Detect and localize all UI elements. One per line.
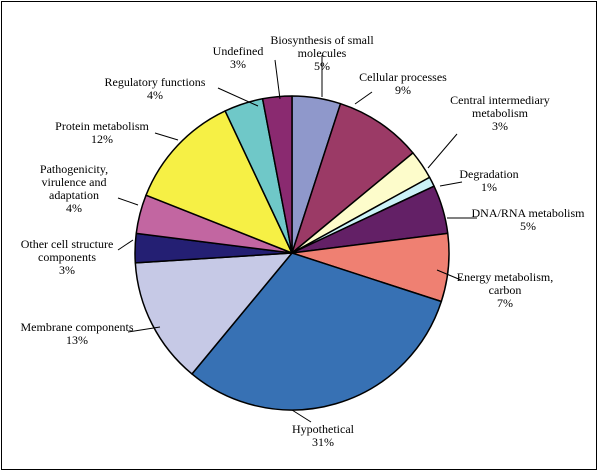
slice-percent: 1% bbox=[481, 180, 497, 194]
slice-label-line: carbon bbox=[489, 283, 522, 297]
slice-label-energy-metabolism-carbon: Energy metabolism, carbon 7% bbox=[457, 270, 553, 310]
pie-slice-undefined bbox=[261, 95, 293, 254]
slice-label-degradation: Degradation 1% bbox=[459, 167, 518, 194]
pie-slice-protein-metabolism bbox=[145, 110, 293, 254]
slice-label-line: Cellular processes bbox=[359, 70, 447, 84]
leader-line-hypothetical bbox=[291, 409, 312, 423]
slice-label-line: Energy metabolism, bbox=[457, 270, 553, 284]
slice-label-line: Degradation bbox=[459, 167, 518, 181]
slice-label-line: components bbox=[38, 250, 96, 264]
leader-line-other-cell-structure-components bbox=[117, 239, 134, 251]
slice-label-dna-rna-metabolism: DNA/RNA metabolism 5% bbox=[472, 206, 586, 233]
slice-label-pathogenicity-virulence-and-adaptation: Pathogenicity, virulence and adaptation 4% bbox=[40, 162, 108, 215]
slice-labels: Biosynthesis of small molecules 5%Cellular… bbox=[21, 33, 586, 449]
slice-label-undefined: Undefined 3% bbox=[213, 44, 264, 71]
slice-label-cellular-processes: Cellular processes 9% bbox=[359, 70, 447, 97]
slice-label-line: molecules bbox=[298, 46, 347, 60]
slice-percent: 3% bbox=[230, 57, 246, 71]
slice-percent: 12% bbox=[91, 132, 113, 146]
leader-line-pathogenicity-virulence-and-adaptation bbox=[117, 197, 139, 206]
leader-line-regulatory-functions bbox=[217, 87, 259, 107]
pie-slice-cellular-processes bbox=[291, 102, 414, 254]
slice-label-line: Membrane components bbox=[21, 320, 134, 334]
slice-label-line: Other cell structure bbox=[21, 237, 114, 251]
slice-label-line: Central intermediary bbox=[450, 93, 550, 107]
slice-label-other-cell-structure-components: Other cell structure components 3% bbox=[21, 237, 114, 277]
slice-label-line: Biosynthesis of small bbox=[270, 33, 374, 47]
slice-percent: 3% bbox=[492, 119, 508, 133]
leader-line-undefined bbox=[274, 59, 281, 100]
slice-label-line: Pathogenicity, bbox=[40, 162, 108, 176]
pie-slice-hypothetical bbox=[191, 252, 443, 411]
slice-percent: 5% bbox=[520, 219, 536, 233]
slice-label-line: Protein metabolism bbox=[55, 119, 149, 133]
leader-line-cellular-processes bbox=[354, 91, 373, 105]
leader-lines bbox=[117, 55, 477, 423]
slice-percent: 3% bbox=[59, 263, 75, 277]
slice-label-line: metabolism bbox=[472, 106, 529, 120]
slice-percent: 4% bbox=[66, 201, 82, 215]
slice-label-line: Hypothetical bbox=[292, 422, 355, 436]
slice-label-line: adaptation bbox=[49, 188, 99, 202]
slice-label-central-intermediary-metabolism: Central intermediary metabolism 3% bbox=[450, 93, 550, 133]
slice-percent: 5% bbox=[314, 59, 330, 73]
slice-label-line: virulence and bbox=[42, 175, 107, 189]
slice-percent: 31% bbox=[312, 435, 334, 449]
slice-label-protein-metabolism: Protein metabolism 12% bbox=[55, 119, 149, 146]
slice-label-line: Regulatory functions bbox=[105, 75, 206, 89]
slice-label-line: DNA/RNA metabolism bbox=[472, 206, 586, 220]
slice-label-hypothetical: Hypothetical 31% bbox=[292, 422, 355, 449]
leader-line-degradation bbox=[439, 181, 463, 187]
pie-slice-membrane-components bbox=[134, 252, 293, 375]
leader-line-central-intermediary-metabolism bbox=[427, 133, 458, 169]
leader-line-protein-metabolism bbox=[154, 132, 179, 141]
slice-percent: 9% bbox=[395, 83, 411, 97]
slice-percent: 13% bbox=[66, 333, 88, 347]
slice-percent: 4% bbox=[147, 88, 163, 102]
pie-slices bbox=[134, 95, 450, 411]
leader-line-energy-metabolism-carbon bbox=[436, 269, 462, 281]
leader-line-membrane-components bbox=[127, 326, 161, 333]
slice-label-biosynthesis-of-small-molecules: Biosynthesis of small molecules 5% bbox=[270, 33, 374, 73]
slice-label-line: Undefined bbox=[213, 44, 264, 58]
slice-percent: 7% bbox=[497, 296, 513, 310]
slice-label-membrane-components: Membrane components 13% bbox=[21, 320, 134, 347]
slice-label-regulatory-functions: Regulatory functions 4% bbox=[105, 75, 206, 102]
